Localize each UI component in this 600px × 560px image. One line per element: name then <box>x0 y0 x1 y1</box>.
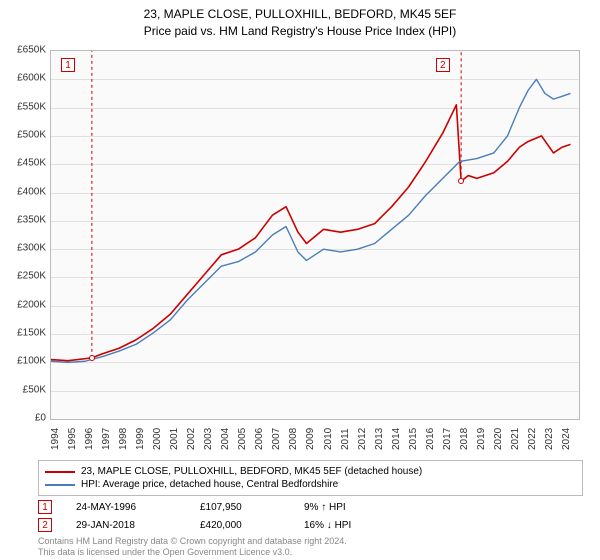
x-tick-label: 2021 <box>510 428 521 450</box>
marker-badge: 1 <box>61 58 75 72</box>
x-tick-label: 2020 <box>493 428 504 450</box>
tx-delta: 16% ↓ HPI <box>304 520 384 531</box>
x-tick-label: 1995 <box>67 428 78 450</box>
y-tick-label: £500K <box>17 129 46 140</box>
x-tick-label: 2004 <box>220 428 231 450</box>
x-tick-label: 2012 <box>357 428 368 450</box>
series-property <box>51 105 570 361</box>
x-tick-label: 2010 <box>323 428 334 450</box>
x-tick-label: 2014 <box>391 428 402 450</box>
title-line-1: 23, MAPLE CLOSE, PULLOXHILL, BEDFORD, MK… <box>0 6 600 23</box>
x-tick-label: 2023 <box>544 428 555 450</box>
marker-badge: 2 <box>38 518 52 532</box>
x-axis: 1994 1995 1996 1997 1998 1999 2000 2001 2002 2003… <box>50 420 580 460</box>
marker-badge: 2 <box>436 58 450 72</box>
x-tick-label: 2019 <box>476 428 487 450</box>
x-tick-label: 1994 <box>50 428 61 450</box>
table-row: 1 24-MAY-1996 £107,950 9% ↑ HPI <box>38 498 384 516</box>
chart-container: 23, MAPLE CLOSE, PULLOXHILL, BEDFORD, MK… <box>0 0 600 560</box>
x-tick-label: 2007 <box>271 428 282 450</box>
plot-area: 12 <box>50 50 580 420</box>
chart-title: 23, MAPLE CLOSE, PULLOXHILL, BEDFORD, MK… <box>0 0 600 40</box>
title-line-2: Price paid vs. HM Land Registry's House … <box>0 23 600 40</box>
x-tick-label: 2006 <box>254 428 265 450</box>
y-tick-label: £650K <box>17 45 46 56</box>
x-tick-label: 2009 <box>305 428 316 450</box>
x-tick-label: 2002 <box>186 428 197 450</box>
y-tick-label: £150K <box>17 328 46 339</box>
x-tick-label: 2017 <box>442 428 453 450</box>
marker-dot <box>458 178 464 184</box>
y-tick-label: £400K <box>17 186 46 197</box>
tx-date: 29-JAN-2018 <box>76 520 176 531</box>
x-tick-label: 2008 <box>288 428 299 450</box>
x-tick-label: 2000 <box>152 428 163 450</box>
legend: 23, MAPLE CLOSE, PULLOXHILL, BEDFORD, MK… <box>38 460 583 496</box>
y-tick-label: £300K <box>17 243 46 254</box>
y-tick-label: £100K <box>17 356 46 367</box>
y-tick-label: £200K <box>17 299 46 310</box>
x-tick-label: 2005 <box>237 428 248 450</box>
legend-label: 23, MAPLE CLOSE, PULLOXHILL, BEDFORD, MK… <box>81 466 422 477</box>
y-tick-label: £250K <box>17 271 46 282</box>
x-tick-label: 1998 <box>118 428 129 450</box>
series-hpi <box>51 79 570 362</box>
footer-line-2: This data is licensed under the Open Gov… <box>38 547 347 558</box>
y-tick-label: £350K <box>17 214 46 225</box>
x-tick-label: 2003 <box>203 428 214 450</box>
x-tick-label: 2022 <box>527 428 538 450</box>
footer-attribution: Contains HM Land Registry data © Crown c… <box>38 536 347 558</box>
x-tick-label: 2013 <box>374 428 385 450</box>
y-tick-label: £0 <box>35 413 46 424</box>
footer-line-1: Contains HM Land Registry data © Crown c… <box>38 536 347 547</box>
table-row: 2 29-JAN-2018 £420,000 16% ↓ HPI <box>38 516 384 534</box>
x-tick-label: 2001 <box>169 428 180 450</box>
x-tick-label: 2016 <box>425 428 436 450</box>
y-tick-label: £550K <box>17 101 46 112</box>
x-tick-label: 1997 <box>101 428 112 450</box>
x-tick-label: 2015 <box>408 428 419 450</box>
y-axis: £0£50K£100K£150K£200K£250K£300K£350K£400… <box>0 50 48 420</box>
tx-price: £107,950 <box>200 502 280 513</box>
y-tick-label: £600K <box>17 73 46 84</box>
tx-price: £420,000 <box>200 520 280 531</box>
legend-item-property: 23, MAPLE CLOSE, PULLOXHILL, BEDFORD, MK… <box>45 465 576 478</box>
marker-dot <box>89 355 95 361</box>
legend-swatch <box>45 484 75 486</box>
x-tick-label: 1996 <box>84 428 95 450</box>
legend-item-hpi: HPI: Average price, detached house, Cent… <box>45 478 576 491</box>
marker-badge: 1 <box>38 500 52 514</box>
y-tick-label: £50K <box>23 384 46 395</box>
tx-delta: 9% ↑ HPI <box>304 502 384 513</box>
y-tick-label: £450K <box>17 158 46 169</box>
x-tick-label: 2011 <box>340 428 351 450</box>
transactions-table: 1 24-MAY-1996 £107,950 9% ↑ HPI 2 29-JAN… <box>38 498 384 534</box>
legend-label: HPI: Average price, detached house, Cent… <box>81 479 338 490</box>
legend-swatch <box>45 471 75 473</box>
plot-svg <box>51 51 579 419</box>
x-tick-label: 2024 <box>561 428 572 450</box>
x-tick-label: 2018 <box>459 428 470 450</box>
x-tick-label: 1999 <box>135 428 146 450</box>
tx-date: 24-MAY-1996 <box>76 502 176 513</box>
